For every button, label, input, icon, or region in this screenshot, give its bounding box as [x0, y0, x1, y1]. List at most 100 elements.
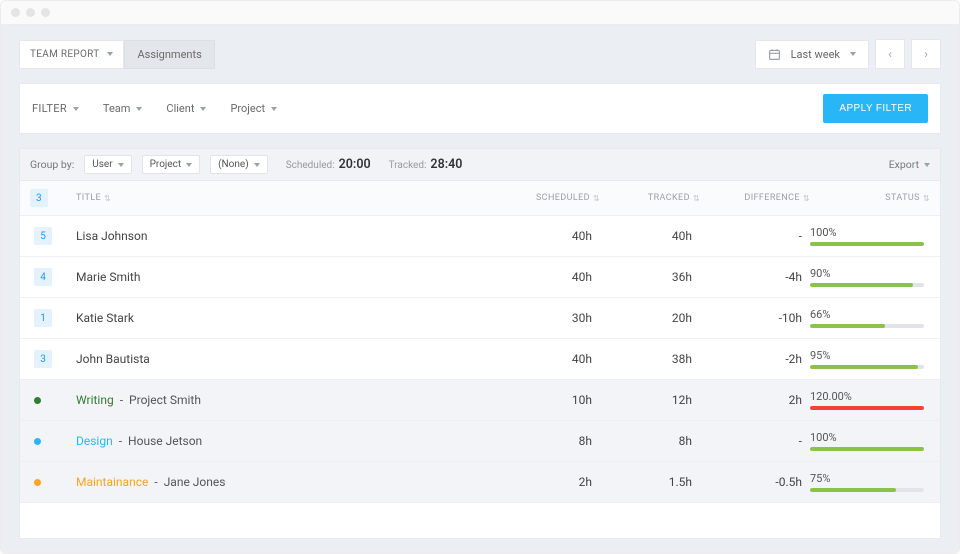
- topbar-right: Last week ‹ ›: [755, 39, 941, 69]
- assignments-tab[interactable]: Assignments: [124, 40, 214, 69]
- group-by-value-3: (None): [218, 159, 249, 170]
- cell-tracked: 20h: [600, 311, 700, 325]
- status-progress-bar: [810, 365, 924, 369]
- next-range-button[interactable]: ›: [911, 39, 941, 69]
- export-dropdown[interactable]: Export: [889, 158, 930, 171]
- client-filter-dropdown[interactable]: Client: [166, 102, 206, 115]
- team-filter-dropdown[interactable]: Team: [103, 102, 143, 115]
- date-range-picker[interactable]: Last week: [755, 40, 869, 69]
- cell-difference: -10h: [700, 311, 810, 325]
- row-count-badge: 5: [34, 227, 52, 245]
- status-progress-fill: [810, 283, 913, 287]
- caret-down-icon: [200, 107, 206, 111]
- status-progress-bar: [810, 242, 924, 246]
- cell-tracked: 38h: [600, 352, 700, 366]
- group-by-dropdown-2[interactable]: Project: [142, 155, 201, 174]
- col-title-label: TITLE: [76, 193, 101, 203]
- client-filter-label: Client: [166, 102, 194, 115]
- team-filter-label: Team: [103, 102, 131, 115]
- apply-filter-button[interactable]: APPLY FILTER: [823, 94, 928, 123]
- group-by-dropdown-3[interactable]: (None): [210, 155, 268, 174]
- filter-label-dropdown[interactable]: FILTER: [32, 102, 79, 115]
- cell-status: 100%: [810, 431, 930, 451]
- date-range-label: Last week: [791, 48, 840, 61]
- table-row[interactable]: Writing - Project Smith10h12h2h120.00%: [20, 380, 940, 421]
- column-header-status[interactable]: STATUS ⇅: [810, 193, 930, 203]
- cell-difference: -4h: [700, 270, 810, 284]
- project-name: Design: [76, 434, 113, 448]
- sort-icon: ⇅: [104, 194, 111, 203]
- col-scheduled-label: SCHEDULED: [536, 193, 590, 203]
- cell-status: 120.00%: [810, 390, 930, 410]
- prev-range-button[interactable]: ‹: [875, 39, 905, 69]
- chevron-right-icon: ›: [924, 48, 928, 60]
- content-area: TEAM REPORT Assignments Last week ‹ ›: [1, 25, 959, 553]
- row-title: John Bautista: [76, 352, 500, 366]
- status-progress-bar: [810, 324, 924, 328]
- scheduled-stat-label: Scheduled:: [286, 160, 335, 171]
- group-by-value-2: Project: [150, 159, 182, 170]
- assignments-label: Assignments: [137, 48, 201, 61]
- status-percent-label: 120.00%: [810, 390, 924, 403]
- separator: -: [120, 393, 123, 407]
- sort-icon: ⇅: [803, 194, 810, 203]
- caret-down-icon: [850, 52, 856, 56]
- column-header-scheduled[interactable]: SCHEDULED ⇅: [500, 193, 600, 203]
- status-progress-fill: [810, 324, 885, 328]
- cell-status: 75%: [810, 472, 930, 492]
- cell-status: 100%: [810, 226, 930, 246]
- window-dot: [11, 8, 20, 17]
- cell-scheduled: 8h: [500, 434, 600, 448]
- chevron-left-icon: ‹: [888, 48, 892, 60]
- cell-status: 95%: [810, 349, 930, 369]
- project-filter-label: Project: [230, 102, 265, 115]
- report-panel: Group by: User Project (None) Scheduled:…: [19, 148, 941, 539]
- team-report-label: TEAM REPORT: [30, 49, 99, 60]
- filter-bar-left: FILTER Team Client Project: [32, 102, 277, 115]
- cell-difference: 2h: [700, 393, 810, 407]
- separator: -: [119, 434, 122, 448]
- column-header-tracked[interactable]: TRACKED ⇅: [600, 193, 700, 203]
- calendar-icon: [768, 48, 781, 61]
- table-row[interactable]: 5Lisa Johnson40h40h-100%: [20, 216, 940, 257]
- sort-icon: ⇅: [593, 194, 600, 203]
- separator: -: [154, 475, 157, 489]
- table-row[interactable]: Design - House Jetson8h8h-100%: [20, 421, 940, 462]
- group-by-dropdown-1[interactable]: User: [84, 155, 131, 174]
- row-count-badge: 1: [34, 309, 52, 327]
- table-row[interactable]: 3John Bautista40h38h-2h95%: [20, 339, 940, 380]
- cell-difference: -: [700, 229, 810, 243]
- col-tracked-label: TRACKED: [648, 193, 690, 203]
- status-percent-label: 66%: [810, 308, 924, 321]
- row-title: Design - House Jetson: [76, 434, 500, 448]
- row-title: Katie Stark: [76, 311, 500, 325]
- user-name: Katie Stark: [76, 311, 134, 325]
- table-row[interactable]: 1Katie Stark30h20h-10h66%: [20, 298, 940, 339]
- column-header-title[interactable]: TITLE ⇅: [76, 193, 500, 203]
- table-body: 5Lisa Johnson40h40h-100%4Marie Smith40h3…: [20, 216, 940, 503]
- project-filter-dropdown[interactable]: Project: [230, 102, 277, 115]
- project-color-bullet-icon: [34, 397, 41, 404]
- cell-status: 66%: [810, 308, 930, 328]
- cell-scheduled: 2h: [500, 475, 600, 489]
- team-report-dropdown[interactable]: TEAM REPORT: [19, 40, 124, 69]
- tracked-stat-value: 28:40: [430, 157, 462, 172]
- cell-scheduled: 10h: [500, 393, 600, 407]
- cell-difference: -2h: [700, 352, 810, 366]
- table-row[interactable]: 4Marie Smith40h36h-4h90%: [20, 257, 940, 298]
- window-dot: [41, 8, 50, 17]
- caret-down-icon: [107, 52, 113, 56]
- status-progress-fill: [810, 447, 924, 451]
- header-count-badge: 3: [30, 189, 48, 207]
- panel-toolbar: Group by: User Project (None) Scheduled:…: [20, 149, 940, 181]
- filter-label: FILTER: [32, 102, 67, 115]
- table-row[interactable]: Maintainance - Jane Jones2h1.5h-0.5h75%: [20, 462, 940, 503]
- app-window: TEAM REPORT Assignments Last week ‹ ›: [0, 0, 960, 554]
- cell-scheduled: 40h: [500, 270, 600, 284]
- caret-down-icon: [271, 107, 277, 111]
- cell-scheduled: 40h: [500, 229, 600, 243]
- row-title: Writing - Project Smith: [76, 393, 500, 407]
- window-dot: [26, 8, 35, 17]
- status-progress-bar: [810, 283, 924, 287]
- column-header-difference[interactable]: DIFFERENCE ⇅: [700, 193, 810, 203]
